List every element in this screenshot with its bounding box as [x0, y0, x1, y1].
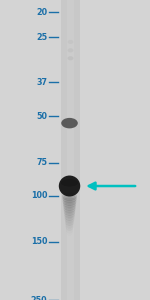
Ellipse shape — [68, 56, 74, 60]
Ellipse shape — [68, 48, 74, 52]
Ellipse shape — [63, 205, 76, 213]
Ellipse shape — [64, 210, 75, 218]
Bar — [67, 0, 74, 300]
Ellipse shape — [62, 195, 77, 203]
Text: 50: 50 — [36, 112, 47, 121]
Ellipse shape — [65, 215, 74, 224]
Bar — [61, 0, 80, 300]
Ellipse shape — [68, 40, 74, 44]
Ellipse shape — [62, 192, 77, 201]
Ellipse shape — [64, 212, 75, 221]
Text: 37: 37 — [36, 78, 47, 87]
Text: 100: 100 — [31, 191, 47, 200]
Text: 25: 25 — [36, 33, 47, 42]
Text: 150: 150 — [31, 237, 47, 246]
Ellipse shape — [63, 200, 76, 208]
Text: 75: 75 — [36, 158, 47, 167]
Text: 250: 250 — [31, 296, 47, 300]
Ellipse shape — [61, 179, 78, 187]
Ellipse shape — [61, 118, 78, 128]
Ellipse shape — [64, 207, 75, 216]
Text: 20: 20 — [36, 8, 47, 16]
Ellipse shape — [63, 202, 76, 211]
Ellipse shape — [63, 197, 76, 206]
Ellipse shape — [59, 176, 80, 197]
